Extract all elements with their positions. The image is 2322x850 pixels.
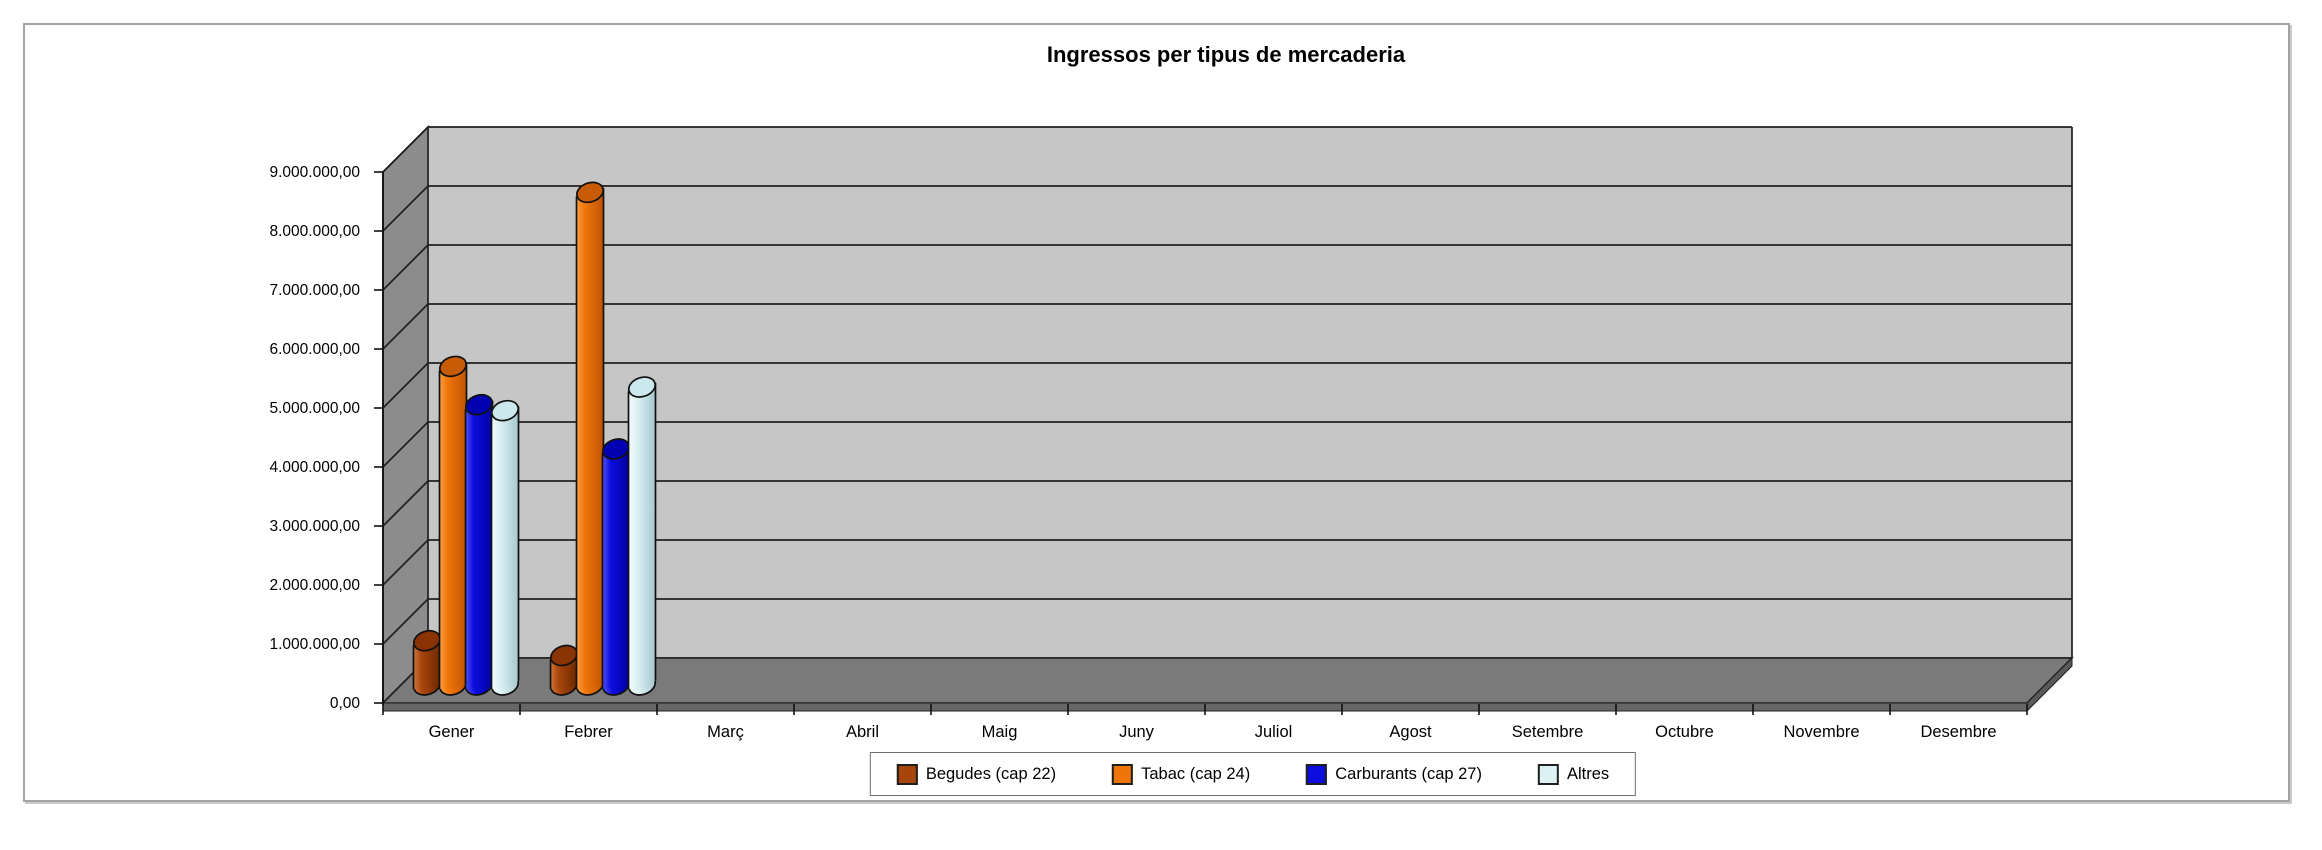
x-axis-label-novembre: Novembre xyxy=(1783,723,1859,741)
gridline-side xyxy=(382,598,429,645)
cylinder-body xyxy=(465,400,493,690)
plot-bars xyxy=(412,181,657,696)
x-axis-label-octubre: Octubre xyxy=(1655,723,1714,741)
bar-carburants-cap-27-gener xyxy=(464,393,494,696)
cylinder-top xyxy=(490,399,520,422)
y-axis-label-2: 2.000.000,00 xyxy=(269,577,360,594)
legend-item-tabac-cap-24: Tabac (cap 24) xyxy=(1112,763,1251,785)
cylinder-body xyxy=(491,406,519,690)
cylinder-top xyxy=(438,355,468,378)
gridline-side xyxy=(382,185,429,232)
gridline-side xyxy=(382,244,429,291)
legend: Begudes (cap 22) Tabac (cap 24) Carburants… xyxy=(869,752,1637,796)
bar-begudes-cap-22-gener xyxy=(412,629,442,696)
cylinder-top xyxy=(464,393,494,416)
legend-label: Tabac (cap 24) xyxy=(1141,764,1251,783)
bar-tabac-cap-24-gener xyxy=(438,355,468,696)
y-axis-label-0: 0,00 xyxy=(330,695,361,712)
cylinder-body xyxy=(439,362,467,690)
x-axis-label-setembre: Setembre xyxy=(1512,723,1584,741)
gridline-side xyxy=(382,480,429,527)
y-axis-label-8: 8.000.000,00 xyxy=(269,223,360,240)
gridline-side xyxy=(382,539,429,586)
legend-item-altres: Altres xyxy=(1537,763,1610,785)
plot-walls xyxy=(381,124,2074,713)
x-axis-label-gener: Gener xyxy=(429,723,475,741)
legend-item-begudes-cap-22: Begudes (cap 22) xyxy=(896,763,1057,785)
cylinder-body xyxy=(628,382,656,690)
y-axis-label-3: 3.000.000,00 xyxy=(269,518,360,535)
gridline-side xyxy=(382,421,429,468)
x-axis-label-abril: Abril xyxy=(846,723,879,741)
y-axis-label-7: 7.000.000,00 xyxy=(269,282,360,299)
bar-carburants-cap-27-febrer xyxy=(601,438,631,696)
legend-label: Begudes (cap 22) xyxy=(925,764,1057,783)
legend-swatch-carburants-cap-27 xyxy=(1306,763,1328,785)
legend-swatch-altres xyxy=(1537,763,1559,785)
legend-swatch-begudes-cap-22 xyxy=(896,763,918,785)
gridline-side xyxy=(382,362,429,409)
cylinder-top xyxy=(575,181,605,204)
bar-begudes-cap-22-febrer xyxy=(549,644,579,696)
side-wall xyxy=(382,124,429,706)
cylinder-top xyxy=(627,376,657,398)
x-axis-label-juny: Juny xyxy=(1119,723,1155,741)
x-axis-label-marc: Març xyxy=(707,723,744,741)
x-axis-label-juliol: Juliol xyxy=(1255,723,1293,741)
legend-label: Carburants (cap 27) xyxy=(1335,764,1482,783)
legend-swatch-tabac-cap-24 xyxy=(1112,763,1134,785)
x-axis-label-febrer: Febrer xyxy=(564,723,613,741)
back-wall xyxy=(428,127,2072,658)
y-axis-label-6: 6.000.000,00 xyxy=(269,341,360,358)
y-axis-label-4: 4.000.000,00 xyxy=(269,459,360,476)
legend-label: Altres xyxy=(1566,764,1610,783)
cylinder-body xyxy=(602,444,630,690)
bar-altres-febrer xyxy=(627,376,657,696)
bar-altres-gener xyxy=(490,399,520,696)
gridline-side xyxy=(382,303,429,350)
axes: 0,00 1.000.000,00 2.000.000,00 3.000.000,00… xyxy=(269,164,2028,741)
y-axis-label-5: 5.000.000,00 xyxy=(269,400,360,417)
y-axis-label-9: 9.000.000,00 xyxy=(269,164,360,181)
y-axis-label-1: 1.000.000,00 xyxy=(269,636,360,653)
chart-title: Ingressos per tipus de mercaderia xyxy=(1046,42,1406,67)
bar-tabac-cap-24-febrer xyxy=(575,181,605,696)
gridline-side xyxy=(382,126,429,173)
x-axis-label-desembre: Desembre xyxy=(1920,723,1996,741)
legend-item-carburants-cap-27: Carburants (cap 27) xyxy=(1306,763,1482,785)
x-axis-label-agost: Agost xyxy=(1389,723,1432,741)
cylinder-body xyxy=(576,188,604,690)
x-axis-label-maig: Maig xyxy=(982,723,1018,741)
